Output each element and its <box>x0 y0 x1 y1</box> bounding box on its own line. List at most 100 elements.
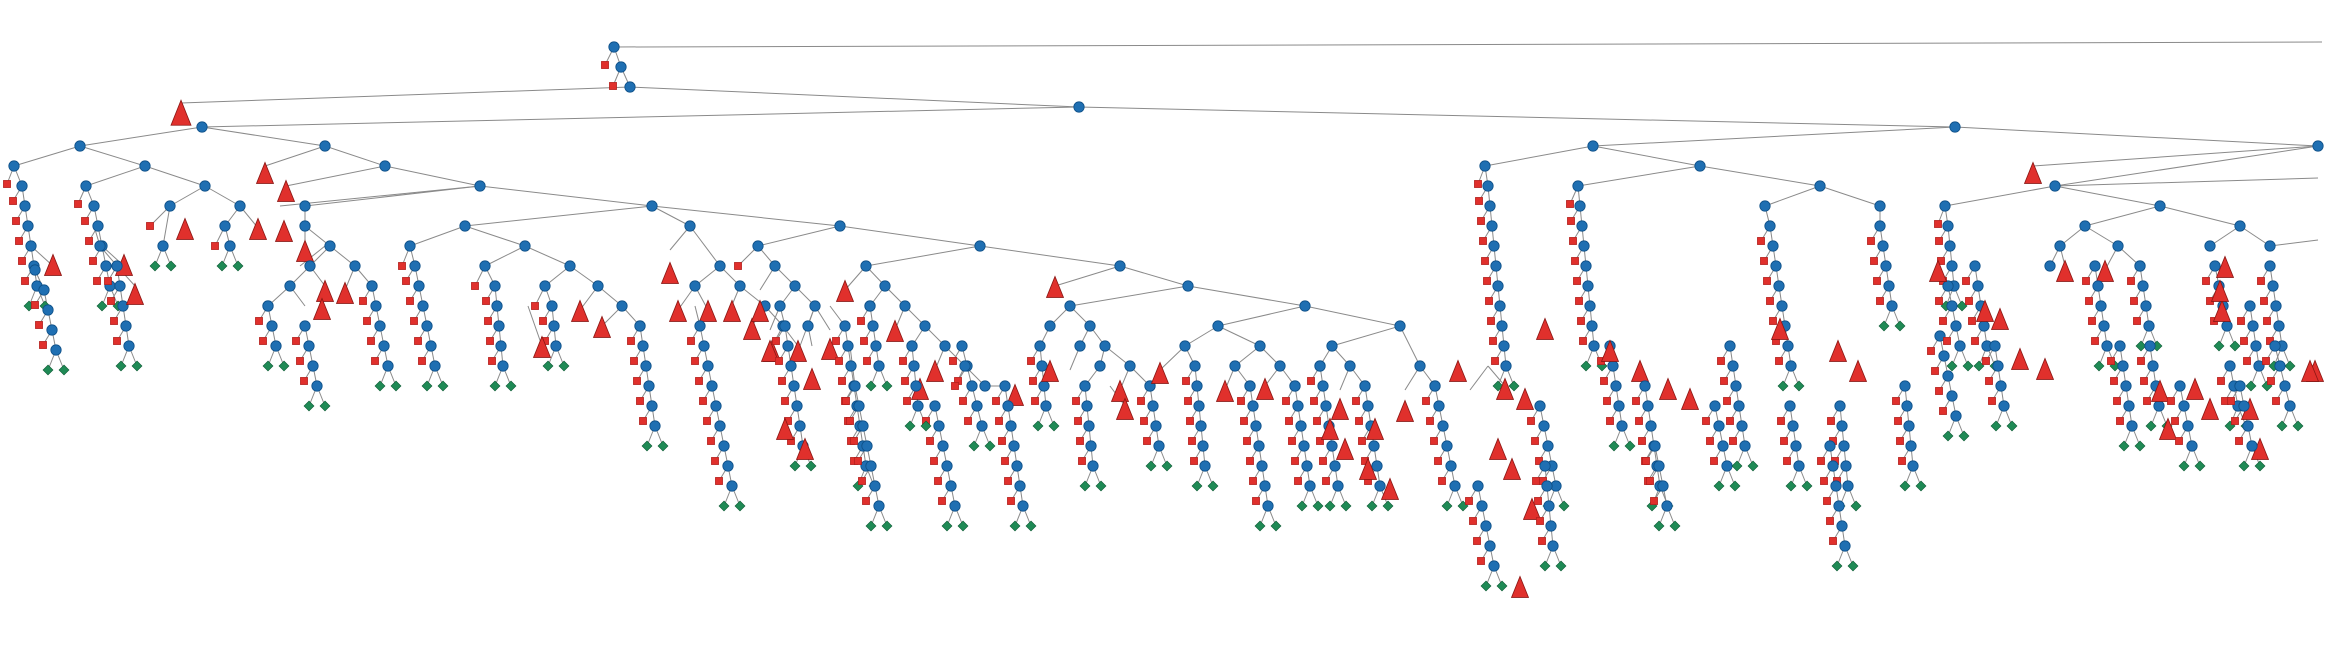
tree-edge <box>285 165 386 187</box>
decision-node <box>1085 440 1097 452</box>
decision-node <box>2270 300 2282 312</box>
terminal-square <box>1723 397 1731 405</box>
decision-node <box>1320 400 1332 412</box>
leaf-diamond <box>1899 480 1911 492</box>
leaf-diamond <box>1990 420 2002 432</box>
tree-edge <box>2239 225 2271 247</box>
terminal-square <box>1892 397 1900 405</box>
terminal-square <box>1029 377 1037 385</box>
pruned-triangle <box>1535 317 1555 340</box>
tree-edge <box>484 245 526 267</box>
decision-node <box>722 460 734 472</box>
decision-node <box>1759 200 1771 212</box>
pruned-triangle <box>1600 339 1620 362</box>
pruned-triangle <box>1658 377 1678 400</box>
terminal-square <box>1988 397 1996 405</box>
terminal-square <box>1316 437 1324 445</box>
decision-node <box>1014 480 1026 492</box>
leaf-diamond <box>232 260 244 272</box>
pruned-triangle <box>2210 279 2230 302</box>
terminal-square <box>85 237 93 245</box>
decision-node <box>1490 260 1502 272</box>
decision-node <box>698 340 710 352</box>
decision-node <box>1254 340 1266 352</box>
terminal-square <box>486 337 494 345</box>
terminal-square <box>1757 237 1765 245</box>
pruned-triangle <box>1828 339 1848 362</box>
decision-node <box>1946 260 1958 272</box>
terminal-square <box>2110 377 2118 385</box>
tree-edge <box>1487 365 1506 387</box>
terminal-square <box>1007 497 1015 505</box>
terminal-square <box>1777 417 1785 425</box>
terminal-square <box>1579 337 1587 345</box>
decision-node <box>1639 380 1651 392</box>
terminal-square <box>964 417 972 425</box>
pruned-triangle <box>532 335 552 358</box>
terminal-square <box>2171 417 2179 425</box>
decision-node <box>1995 380 2007 392</box>
decision-node <box>114 280 126 292</box>
decision-node <box>299 320 311 332</box>
terminal-square <box>857 317 865 325</box>
leaf-diamond <box>2093 360 2105 372</box>
decision-node <box>1588 340 1600 352</box>
terminal-square <box>1571 257 1579 265</box>
decision-node <box>1394 320 1406 332</box>
leaf-diamond <box>2118 440 2130 452</box>
terminal-square <box>1985 377 1993 385</box>
pruned-triangle <box>698 299 718 322</box>
decision-node <box>1437 420 1449 432</box>
decision-node <box>374 320 386 332</box>
terminal-square <box>2267 377 2275 385</box>
terminal-square <box>2262 357 2270 365</box>
terminal-square <box>627 337 635 345</box>
tree-edge <box>1217 325 1261 347</box>
decision-node <box>1938 350 1950 362</box>
terminal-square <box>1358 437 1366 445</box>
tree-edge <box>2159 205 2241 227</box>
terminal-square <box>1422 397 1430 405</box>
decision-node <box>1484 200 1496 212</box>
leaf-diamond <box>1496 580 1508 592</box>
leaf-diamond <box>657 440 669 452</box>
terminal-square <box>1076 437 1084 445</box>
leaf-diamond <box>1161 460 1173 472</box>
decision-node <box>1903 420 1915 432</box>
decision-node <box>1907 460 1919 472</box>
leaf-diamond <box>558 360 570 372</box>
terminal-square <box>903 397 911 405</box>
pruned-triangle <box>2215 255 2235 278</box>
decision-node <box>1073 101 1085 113</box>
terminal-square <box>1635 417 1643 425</box>
terminal-square <box>1935 297 1943 305</box>
terminal-square <box>899 357 907 365</box>
terminal-square <box>699 397 707 405</box>
terminal-square <box>1243 437 1251 445</box>
terminal-square <box>1717 357 1725 365</box>
decision-node <box>1368 440 1380 452</box>
terminal-square <box>1285 417 1293 425</box>
leaf-diamond <box>437 380 449 392</box>
terminal-square <box>1473 537 1481 545</box>
decision-node <box>919 320 931 332</box>
decision-node <box>366 280 378 292</box>
decision-node <box>1653 460 1665 472</box>
pruned-triangle <box>570 299 590 322</box>
terminal-square <box>1190 457 1198 465</box>
terminal-square <box>1632 397 1640 405</box>
decision-node <box>1724 340 1736 352</box>
terminal-square <box>371 357 379 365</box>
tree-edge <box>479 185 653 207</box>
terminal-square <box>1004 477 1012 485</box>
decision-node <box>1784 400 1796 412</box>
decision-node <box>1642 400 1654 412</box>
terminal-square <box>531 302 539 310</box>
tree-edge <box>144 165 206 187</box>
terminal-square <box>938 497 946 505</box>
decision-node <box>123 340 135 352</box>
decision-node <box>564 260 576 272</box>
decision-node <box>1189 360 1201 372</box>
leaf-diamond <box>1850 500 1862 512</box>
terminal-square <box>104 277 112 285</box>
